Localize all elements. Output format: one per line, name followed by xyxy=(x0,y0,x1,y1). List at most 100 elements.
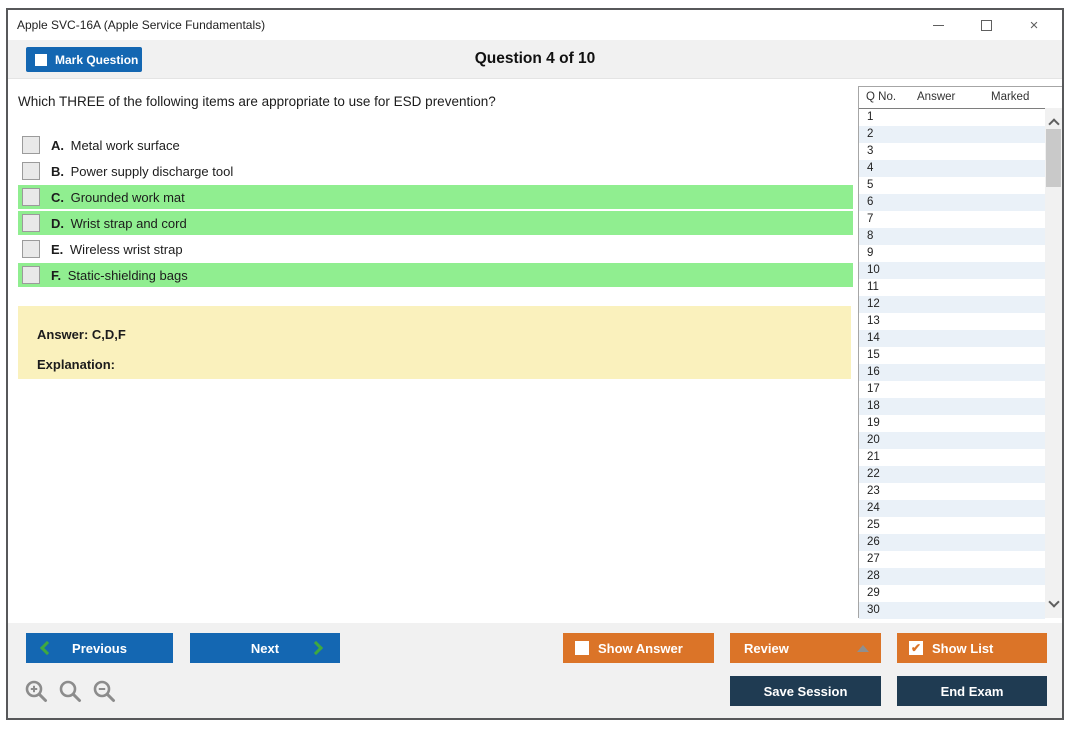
previous-button[interactable]: Previous xyxy=(26,633,173,663)
qno-cell: 15 xyxy=(867,349,880,361)
question-list-panel: Q No. Answer Marked 1 2 3 4 5 6 7 8 9 10 11 12 13 14 1… xyxy=(858,86,1062,619)
question-list-row-4[interactable]: 4 xyxy=(859,160,1045,177)
marked-cell xyxy=(967,602,1045,619)
qno-cell: 18 xyxy=(867,400,880,412)
question-list-row-13[interactable]: 13 xyxy=(859,313,1045,330)
question-list-row-24[interactable]: 24 xyxy=(859,500,1045,517)
show-answer-button[interactable]: Show Answer xyxy=(563,633,714,663)
question-list-row-29[interactable]: 29 xyxy=(859,585,1045,602)
question-list-row-7[interactable]: 7 xyxy=(859,211,1045,228)
minimize-button[interactable] xyxy=(914,10,962,40)
show-list-checkbox[interactable]: ✔ xyxy=(909,641,923,655)
option-e-checkbox[interactable] xyxy=(22,240,40,258)
marked-cell xyxy=(967,534,1045,551)
answer-cell xyxy=(901,313,967,330)
review-button[interactable]: Review xyxy=(730,633,881,663)
question-list-row-26[interactable]: 26 xyxy=(859,534,1045,551)
marked-cell xyxy=(967,160,1045,177)
question-list-row-25[interactable]: 25 xyxy=(859,517,1045,534)
mark-question-button[interactable]: Mark Question xyxy=(26,47,142,72)
marked-cell xyxy=(967,347,1045,364)
question-list-row-28[interactable]: 28 xyxy=(859,568,1045,585)
question-list-row-16[interactable]: 16 xyxy=(859,364,1045,381)
marked-cell xyxy=(967,500,1045,517)
marked-cell xyxy=(967,381,1045,398)
question-list-row-17[interactable]: 17 xyxy=(859,381,1045,398)
answer-cell xyxy=(901,245,967,262)
question-list-row-14[interactable]: 14 xyxy=(859,330,1045,347)
question-list-row-3[interactable]: 3 xyxy=(859,143,1045,160)
answer-cell xyxy=(901,228,967,245)
option-a-checkbox[interactable] xyxy=(22,136,40,154)
footer-bar: Previous Next Show Answer Review ✔ Show … xyxy=(8,623,1062,718)
title-bar: Apple SVC-16A (Apple Service Fundamental… xyxy=(8,10,1062,40)
question-list-row-27[interactable]: 27 xyxy=(859,551,1045,568)
zoom-reset-icon[interactable] xyxy=(58,679,84,705)
column-header-qno: Q No. xyxy=(866,91,897,103)
question-list-row-30[interactable]: 30 xyxy=(859,602,1045,619)
answer-cell xyxy=(901,160,967,177)
maximize-button[interactable] xyxy=(962,10,1010,40)
option-d[interactable]: D. Wrist strap and cord xyxy=(18,211,853,235)
question-list-row-20[interactable]: 20 xyxy=(859,432,1045,449)
explanation-label: Explanation: xyxy=(37,357,116,372)
option-d-label: D. Wrist strap and cord xyxy=(51,215,187,231)
option-a[interactable]: A. Metal work surface xyxy=(18,133,853,157)
question-list-row-9[interactable]: 9 xyxy=(859,245,1045,262)
qno-cell: 22 xyxy=(867,468,880,480)
qno-cell: 26 xyxy=(867,536,880,548)
close-button[interactable]: × xyxy=(1010,10,1058,40)
option-b-checkbox[interactable] xyxy=(22,162,40,180)
qno-cell: 19 xyxy=(867,417,880,429)
option-f[interactable]: F. Static-shielding bags xyxy=(18,263,853,287)
show-answer-checkbox[interactable] xyxy=(575,641,589,655)
question-list-row-15[interactable]: 15 xyxy=(859,347,1045,364)
option-f-checkbox[interactable] xyxy=(22,266,40,284)
option-b[interactable]: B. Power supply discharge tool xyxy=(18,159,853,183)
show-list-button[interactable]: ✔ Show List xyxy=(897,633,1047,663)
question-list-row-8[interactable]: 8 xyxy=(859,228,1045,245)
qno-cell: 14 xyxy=(867,332,880,344)
marked-cell xyxy=(967,245,1045,262)
question-list-row-2[interactable]: 2 xyxy=(859,126,1045,143)
question-list-row-19[interactable]: 19 xyxy=(859,415,1045,432)
question-list-row-1[interactable]: 1 xyxy=(859,109,1045,126)
qno-cell: 6 xyxy=(867,196,874,208)
answer-cell xyxy=(901,449,967,466)
option-d-checkbox[interactable] xyxy=(22,214,40,232)
question-list-row-12[interactable]: 12 xyxy=(859,296,1045,313)
answer-cell xyxy=(901,398,967,415)
option-c-checkbox[interactable] xyxy=(22,188,40,206)
zoom-in-icon[interactable] xyxy=(24,679,50,705)
save-session-button[interactable]: Save Session xyxy=(730,676,881,706)
question-list-row-10[interactable]: 10 xyxy=(859,262,1045,279)
option-e[interactable]: E. Wireless wrist strap xyxy=(18,237,853,261)
mark-question-checkbox[interactable] xyxy=(35,53,47,66)
question-list-row-18[interactable]: 18 xyxy=(859,398,1045,415)
question-list-row-11[interactable]: 11 xyxy=(859,279,1045,296)
question-list-row-21[interactable]: 21 xyxy=(859,449,1045,466)
option-c[interactable]: C. Grounded work mat xyxy=(18,185,853,209)
scrollbar-thumb[interactable] xyxy=(1046,129,1061,187)
question-text: Which THREE of the following items are a… xyxy=(18,94,496,109)
question-list-row-6[interactable]: 6 xyxy=(859,194,1045,211)
answer-cell xyxy=(901,211,967,228)
save-session-label: Save Session xyxy=(763,683,848,699)
answer-cell xyxy=(901,517,967,534)
zoom-out-icon[interactable] xyxy=(92,679,118,705)
question-list-row-23[interactable]: 23 xyxy=(859,483,1045,500)
end-exam-button[interactable]: End Exam xyxy=(897,676,1047,706)
marked-cell xyxy=(967,279,1045,296)
question-list-scrollbar[interactable] xyxy=(1045,108,1062,618)
scroll-down-icon[interactable] xyxy=(1048,593,1060,611)
show-answer-label: Show Answer xyxy=(598,640,683,656)
next-button[interactable]: Next xyxy=(190,633,340,663)
qno-cell: 23 xyxy=(867,485,880,497)
question-list-row-5[interactable]: 5 xyxy=(859,177,1045,194)
qno-cell: 8 xyxy=(867,230,874,242)
qno-cell: 4 xyxy=(867,162,874,174)
option-e-label: E. Wireless wrist strap xyxy=(51,241,183,257)
question-list-row-22[interactable]: 22 xyxy=(859,466,1045,483)
marked-cell xyxy=(967,330,1045,347)
maximize-icon xyxy=(980,19,992,31)
